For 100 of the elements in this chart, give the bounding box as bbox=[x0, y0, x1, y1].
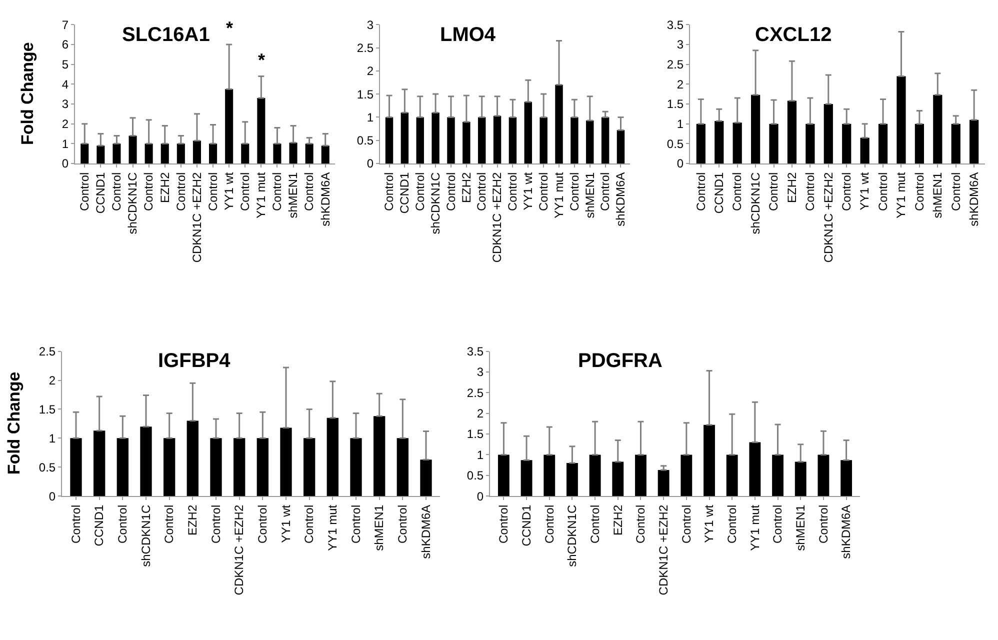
y-tick-label: 1 bbox=[676, 117, 684, 132]
bar bbox=[447, 117, 455, 164]
x-tick-label: shMEN1 bbox=[286, 172, 300, 218]
x-tick-label: Control bbox=[444, 172, 458, 211]
x-tick-label: Control bbox=[413, 172, 428, 211]
y-tick-label: 2 bbox=[366, 64, 374, 78]
bar bbox=[257, 98, 266, 164]
bar bbox=[209, 144, 218, 164]
bar bbox=[304, 438, 316, 496]
x-tick-label: shCDKN1C bbox=[126, 172, 140, 234]
x-tick-label: Control bbox=[694, 172, 708, 211]
x-tick-label: Control bbox=[816, 504, 830, 544]
y-tick-label: 5 bbox=[62, 57, 69, 72]
chart-title: PDGFRA bbox=[578, 350, 662, 372]
bar bbox=[289, 142, 298, 164]
x-tick-label: CCND1 bbox=[94, 172, 108, 214]
x-tick-label: EZH2 bbox=[784, 172, 799, 203]
x-tick-label: shCDKN1C bbox=[138, 504, 153, 567]
x-tick-label: shKDM6A bbox=[839, 504, 854, 559]
x-tick-label: shMEN1 bbox=[794, 504, 808, 551]
bar bbox=[192, 140, 201, 164]
x-tick-label: Control bbox=[679, 504, 694, 544]
y-tick-label: 2 bbox=[476, 406, 484, 421]
bar bbox=[116, 438, 128, 496]
bar bbox=[493, 116, 502, 164]
x-tick-label: shMEN1 bbox=[930, 172, 945, 218]
x-tick-label: Control bbox=[536, 172, 550, 211]
x-tick-label: YY1 mut bbox=[326, 504, 340, 551]
x-tick-label: CDKN1C +EZH2 bbox=[821, 172, 836, 263]
x-tick-label: Control bbox=[302, 172, 316, 211]
bar bbox=[280, 428, 292, 496]
bar bbox=[273, 144, 282, 164]
bar bbox=[210, 438, 222, 496]
x-tick-label: YY1 wt bbox=[521, 172, 536, 210]
x-tick-label: Control bbox=[110, 172, 124, 211]
y-axis-title: Fold Change bbox=[18, 42, 37, 146]
x-tick-label: YY1 mut bbox=[254, 172, 268, 218]
bar bbox=[350, 438, 362, 496]
y-tick-label: 1.5 bbox=[356, 87, 374, 102]
y-tick-label: 0.5 bbox=[38, 460, 56, 474]
x-tick-label: EZH2 bbox=[459, 172, 474, 203]
x-tick-label: Control bbox=[270, 172, 284, 211]
x-tick-label: shCDKN1C bbox=[428, 172, 442, 234]
y-tick-label: 2 bbox=[62, 117, 69, 132]
x-tick-label: Control bbox=[174, 172, 188, 211]
x-tick-label: Control bbox=[803, 172, 818, 211]
x-tick-label: Control bbox=[948, 172, 963, 211]
bar bbox=[140, 426, 152, 496]
y-tick-label: 2.5 bbox=[466, 386, 484, 400]
x-tick-label: Control bbox=[567, 172, 582, 211]
bar bbox=[616, 130, 625, 164]
x-tick-label: shKDM6A bbox=[318, 172, 332, 226]
bar bbox=[385, 117, 394, 164]
x-tick-label: Control bbox=[142, 172, 156, 211]
bar bbox=[305, 144, 314, 164]
x-tick-label: Control bbox=[206, 172, 220, 211]
x-tick-label: Control bbox=[256, 504, 270, 544]
x-tick-label: shKDM6A bbox=[418, 504, 433, 559]
bar bbox=[658, 470, 670, 496]
y-tick-label: 1.5 bbox=[466, 427, 484, 442]
annotation: * bbox=[226, 18, 234, 38]
x-tick-label: Control bbox=[116, 504, 130, 544]
bar bbox=[586, 120, 594, 164]
bar bbox=[896, 76, 906, 164]
bar bbox=[769, 124, 778, 164]
bar bbox=[70, 438, 82, 496]
bar bbox=[176, 144, 185, 164]
y-tick-label: 0.5 bbox=[666, 136, 684, 151]
y-tick-label: 4 bbox=[62, 77, 69, 92]
bar bbox=[970, 120, 979, 164]
bar bbox=[601, 117, 610, 164]
bar bbox=[612, 462, 624, 496]
bar bbox=[400, 112, 409, 164]
bar bbox=[751, 94, 760, 164]
bar bbox=[326, 418, 338, 496]
bar bbox=[566, 462, 578, 496]
chart-title: SLC16A1 bbox=[122, 24, 210, 46]
bar bbox=[508, 117, 517, 164]
x-tick-label: CDKN1C +EZH2 bbox=[656, 504, 670, 596]
chart-title: IGFBP4 bbox=[158, 350, 232, 372]
bar bbox=[321, 146, 330, 164]
y-tick-label: 3.5 bbox=[666, 18, 684, 32]
bar bbox=[787, 100, 797, 164]
bar bbox=[951, 124, 960, 164]
y-tick-label: 1.5 bbox=[666, 97, 684, 112]
x-tick-label: Control bbox=[840, 172, 854, 211]
x-tick-label: Control bbox=[68, 504, 83, 544]
bar bbox=[714, 121, 724, 164]
bar bbox=[94, 430, 106, 496]
x-tick-label: Control bbox=[474, 172, 489, 211]
bar bbox=[878, 124, 888, 164]
annotation: * bbox=[258, 50, 266, 70]
bar bbox=[570, 117, 578, 164]
x-tick-label: CCND1 bbox=[398, 172, 412, 214]
x-tick-label: Control bbox=[302, 504, 316, 544]
y-tick-label: 2.5 bbox=[666, 57, 684, 72]
x-tick-label: CDKN1C +EZH2 bbox=[232, 504, 246, 596]
x-tick-label: Control bbox=[78, 172, 92, 211]
bar bbox=[374, 416, 386, 496]
bar bbox=[462, 122, 470, 164]
